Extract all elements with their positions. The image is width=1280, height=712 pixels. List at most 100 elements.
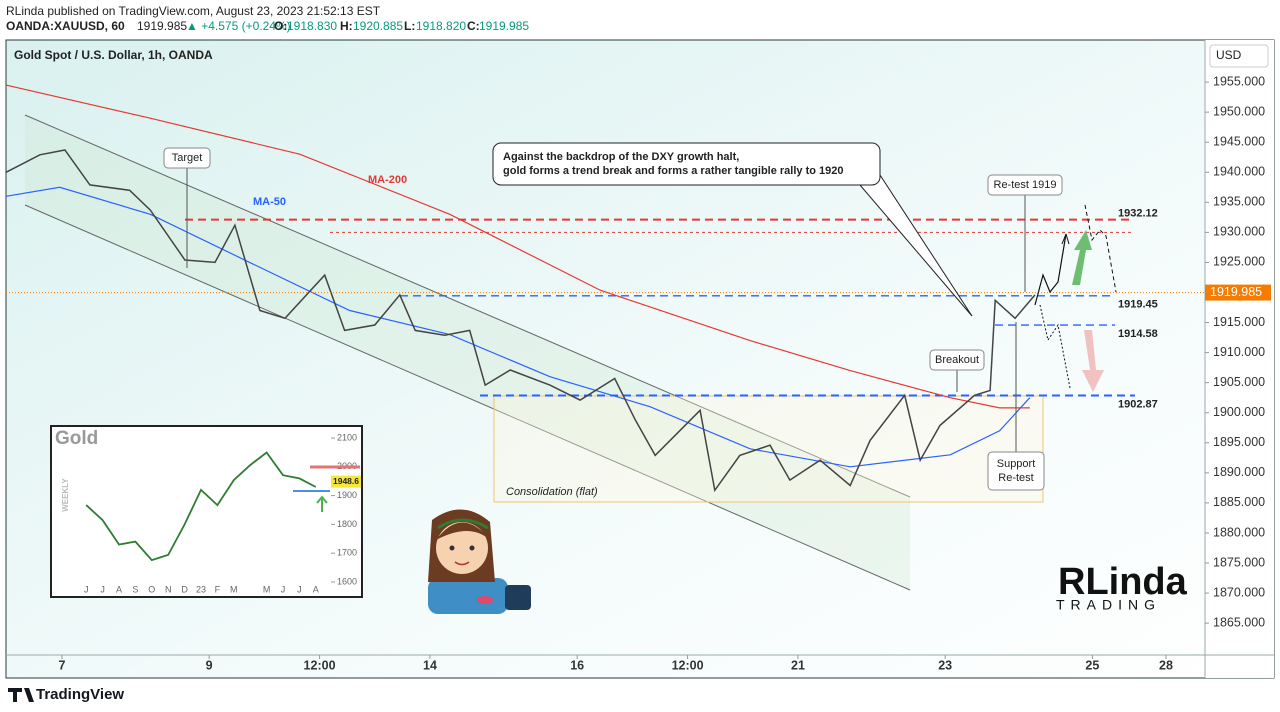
byline: RLinda published on TradingView.com, Aug…	[6, 4, 381, 18]
x-tick-label: 28	[1159, 658, 1173, 672]
chart-title: Gold Spot / U.S. Dollar, 1h, OANDA	[14, 48, 213, 62]
ohlc-value: 1918.830	[287, 19, 337, 33]
inset-x-tick-label: A	[313, 584, 319, 594]
inset-period: WEEKLY	[61, 478, 70, 512]
inset-x-tick-label: M	[263, 584, 271, 594]
inset-line	[85, 451, 317, 562]
inset-last-tag	[331, 475, 361, 488]
ohlc-key: L:	[404, 19, 415, 33]
ohlc-key: C:	[467, 19, 480, 33]
inset-title: Gold	[55, 428, 98, 449]
callout-box	[492, 142, 881, 186]
inset-arrow	[316, 495, 328, 512]
price-line	[5, 149, 1036, 493]
x-tick-label: 12:00	[304, 658, 336, 672]
y-tick-label: 1895.000	[1213, 435, 1265, 449]
level-label: 1932.12	[1118, 208, 1158, 220]
projection	[1061, 233, 1070, 245]
inset-x-tick-label: J	[84, 584, 89, 594]
projection	[1084, 204, 1117, 293]
ohlc-value: 1920.885	[353, 19, 403, 33]
inset-y-tick-label: 1700	[337, 548, 357, 558]
moving-average	[5, 84, 1030, 409]
y-tick-label: 1935.000	[1213, 195, 1265, 209]
header: RLinda published on TradingView.com, Aug…	[6, 4, 529, 33]
ohlc-value: 1919.985	[479, 19, 529, 33]
y-tick-label: 1900.000	[1213, 405, 1265, 419]
inset-x-tick-label: O	[148, 584, 155, 594]
callout-text: gold forms a trend break and forms a rat…	[503, 165, 843, 177]
retest-label: Re-test 1919	[994, 179, 1057, 191]
channel-line	[24, 204, 911, 591]
y-tick-label: 1870.000	[1213, 585, 1265, 599]
support-label: Support	[997, 458, 1036, 470]
x-tick-label: 23	[938, 658, 952, 672]
inset-x-tick-label: S	[132, 584, 138, 594]
inset-y-tick-label: 1800	[337, 519, 357, 529]
projection	[1039, 304, 1071, 389]
inset-last-label: 1948.6	[333, 476, 359, 486]
logo: RLinda	[1058, 561, 1188, 603]
x-tick-label: 14	[423, 658, 437, 672]
price-axis	[1205, 40, 1274, 678]
y-tick-label: 1910.000	[1213, 345, 1265, 359]
ohlc-key: O:	[274, 19, 287, 33]
main-plot: 1865.000 1870.000 1875.000 1880.000 1885.000…	[5, 74, 1271, 672]
inset-x-tick-label: D	[181, 584, 188, 594]
level-label: 1919.45	[1118, 299, 1158, 311]
support-label: Re-test	[998, 472, 1033, 484]
currency-box	[1209, 44, 1269, 68]
inset-x-tick-label: N	[165, 584, 172, 594]
character	[428, 509, 531, 614]
y-tick-label: 1880.000	[1213, 525, 1265, 539]
inset-x-tick-label: 23	[196, 584, 206, 594]
last-price-tag	[1205, 284, 1271, 301]
inset-frame	[50, 425, 363, 598]
channel-line	[24, 114, 911, 498]
footer-icon	[8, 688, 34, 702]
level-label: 1914.58	[1118, 328, 1158, 340]
y-tick-label: 1930.000	[1213, 225, 1265, 239]
ohlc-key: H:	[340, 19, 353, 33]
inset-x-tick-label: J	[100, 584, 105, 594]
x-tick-label: 21	[791, 658, 805, 672]
ma-label: MA-200	[368, 174, 407, 186]
projection	[1034, 233, 1067, 306]
y-tick-label: 1925.000	[1213, 255, 1265, 269]
x-tick-label: 12:00	[672, 658, 704, 672]
y-tick-label: 1955.000	[1213, 74, 1265, 88]
breakout-label: Breakout	[935, 354, 979, 366]
y-tick-label: 1890.000	[1213, 465, 1265, 479]
y-tick-label: 1885.000	[1213, 495, 1265, 509]
change: ▲ +4.575 (+0.24%)	[186, 19, 291, 33]
x-tick-label: 7	[58, 658, 65, 672]
inset-y-tick-label: 2100	[337, 432, 357, 442]
note-box	[987, 174, 1063, 196]
last: 1919.985	[137, 19, 187, 33]
y-tick-label: 1940.000	[1213, 165, 1265, 179]
symbol: OANDA:XAUUSD, 60	[6, 19, 125, 33]
inset-y-tick-label: 1600	[337, 576, 357, 586]
inset-y-tick-label: 1900	[337, 490, 357, 500]
target-label: Target	[172, 152, 203, 164]
note-box	[987, 451, 1045, 491]
last-price-label: 1919.985	[1210, 285, 1262, 299]
x-tick-label: 16	[570, 658, 584, 672]
inset-plot: 160017001800190020002100JJASOND23FMMJJA1…	[84, 432, 361, 594]
moving-average	[5, 186, 1031, 468]
ma-label: MA-50	[253, 196, 286, 208]
note-box	[163, 147, 211, 169]
channel-fill	[25, 115, 910, 590]
y-tick-label: 1950.000	[1213, 104, 1265, 118]
inset-x-tick-label: A	[116, 584, 122, 594]
currency: USD	[1216, 48, 1242, 62]
y-tick-label: 1865.000	[1213, 615, 1265, 629]
up-arrow	[1072, 230, 1092, 285]
y-tick-label: 1915.000	[1213, 315, 1265, 329]
inset-x-tick-label: F	[215, 584, 221, 594]
ohlc-value: 1918.820	[416, 19, 466, 33]
y-tick-label: 1945.000	[1213, 134, 1265, 148]
level-label: 1902.87	[1118, 398, 1158, 410]
x-tick-label: 25	[1085, 658, 1099, 672]
